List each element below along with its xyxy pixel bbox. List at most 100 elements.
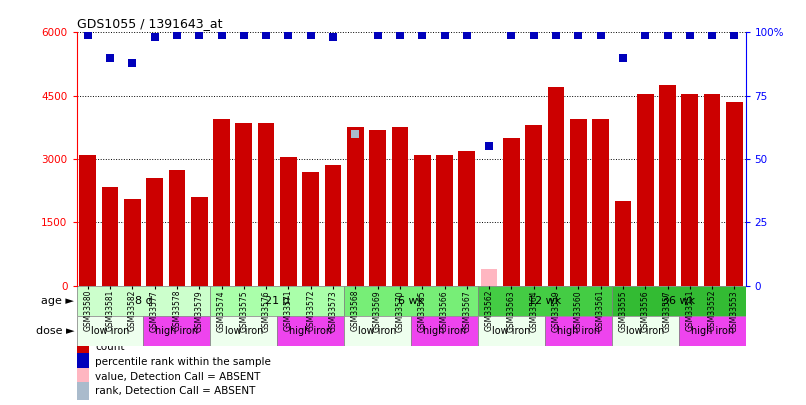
Bar	[344, 286, 478, 316]
Text: low iron: low iron	[225, 326, 263, 336]
Bar	[369, 130, 386, 286]
Text: age ►: age ►	[41, 296, 74, 306]
Bar	[77, 338, 89, 356]
Point	[550, 32, 563, 38]
Point	[416, 32, 429, 38]
Bar	[478, 286, 612, 316]
Point	[103, 55, 117, 61]
Bar	[726, 102, 743, 286]
Bar	[79, 155, 96, 286]
Bar	[614, 201, 631, 286]
Bar	[612, 286, 746, 316]
Text: value, Detection Call = ABSENT: value, Detection Call = ABSENT	[95, 372, 260, 382]
Point	[282, 32, 295, 38]
Text: 12 wk: 12 wk	[528, 296, 562, 306]
Text: high iron: high iron	[557, 326, 600, 336]
Bar	[459, 151, 476, 286]
Point	[594, 32, 607, 38]
Text: 6 wk: 6 wk	[398, 296, 424, 306]
Bar	[258, 123, 275, 286]
Point	[171, 32, 184, 38]
Point	[438, 32, 451, 38]
Point	[260, 32, 272, 38]
Bar	[411, 316, 478, 345]
Bar	[637, 94, 654, 286]
Bar	[277, 316, 344, 345]
Bar	[545, 316, 612, 345]
Text: high iron: high iron	[156, 326, 198, 336]
Point	[661, 32, 674, 38]
Bar	[392, 128, 409, 286]
Point	[349, 130, 362, 137]
Point	[706, 32, 719, 38]
Bar	[436, 155, 453, 286]
Bar	[102, 187, 118, 286]
Bar	[77, 353, 89, 371]
Point	[638, 32, 651, 38]
Text: count: count	[95, 342, 125, 352]
Point	[305, 32, 318, 38]
Point	[571, 32, 584, 38]
Bar	[681, 94, 698, 286]
Point	[371, 32, 384, 38]
Bar	[413, 155, 430, 286]
Point	[527, 32, 540, 38]
Text: GDS1055 / 1391643_at: GDS1055 / 1391643_at	[77, 17, 222, 30]
Bar	[168, 170, 185, 286]
Bar	[77, 368, 89, 386]
Point	[193, 32, 206, 38]
Point	[81, 32, 94, 38]
Text: high iron: high iron	[289, 326, 332, 336]
Text: percentile rank within the sample: percentile rank within the sample	[95, 357, 271, 367]
Bar	[480, 269, 497, 286]
Bar	[704, 94, 721, 286]
Bar	[344, 316, 411, 345]
Bar	[143, 316, 210, 345]
Point	[683, 32, 696, 38]
Text: rank, Detection Call = ABSENT: rank, Detection Call = ABSENT	[95, 386, 256, 396]
Text: low iron: low iron	[626, 326, 664, 336]
Point	[148, 34, 161, 41]
Bar	[478, 316, 545, 345]
Point	[617, 55, 629, 61]
Bar	[210, 286, 344, 316]
Bar	[302, 172, 319, 286]
Point	[215, 32, 228, 38]
Text: 36 wk: 36 wk	[662, 296, 696, 306]
Text: 21 d: 21 d	[265, 296, 289, 306]
Bar	[612, 316, 679, 345]
Bar	[235, 123, 252, 286]
Bar	[503, 138, 520, 286]
Point	[237, 32, 250, 38]
Bar	[592, 119, 609, 286]
Point	[393, 32, 406, 38]
Bar	[77, 382, 89, 400]
Text: dose ►: dose ►	[35, 326, 74, 336]
Point	[728, 32, 741, 38]
Point	[460, 32, 473, 38]
Text: high iron: high iron	[691, 326, 733, 336]
Bar	[210, 316, 277, 345]
Bar	[191, 197, 208, 286]
Bar	[526, 125, 542, 286]
Text: low iron: low iron	[359, 326, 397, 336]
Bar	[280, 157, 297, 286]
Bar	[213, 119, 230, 286]
Text: 8 d: 8 d	[135, 296, 152, 306]
Bar	[570, 119, 587, 286]
Bar	[77, 286, 210, 316]
Text: low iron: low iron	[91, 326, 129, 336]
Bar	[325, 165, 342, 286]
Bar	[146, 178, 163, 286]
Text: low iron: low iron	[492, 326, 530, 336]
Bar	[679, 316, 746, 345]
Text: high iron: high iron	[423, 326, 466, 336]
Bar	[347, 128, 364, 286]
Point	[505, 32, 518, 38]
Bar	[77, 316, 143, 345]
Point	[126, 60, 139, 66]
Bar	[124, 199, 141, 286]
Bar	[547, 87, 564, 286]
Point	[483, 143, 496, 150]
Point	[326, 34, 339, 41]
